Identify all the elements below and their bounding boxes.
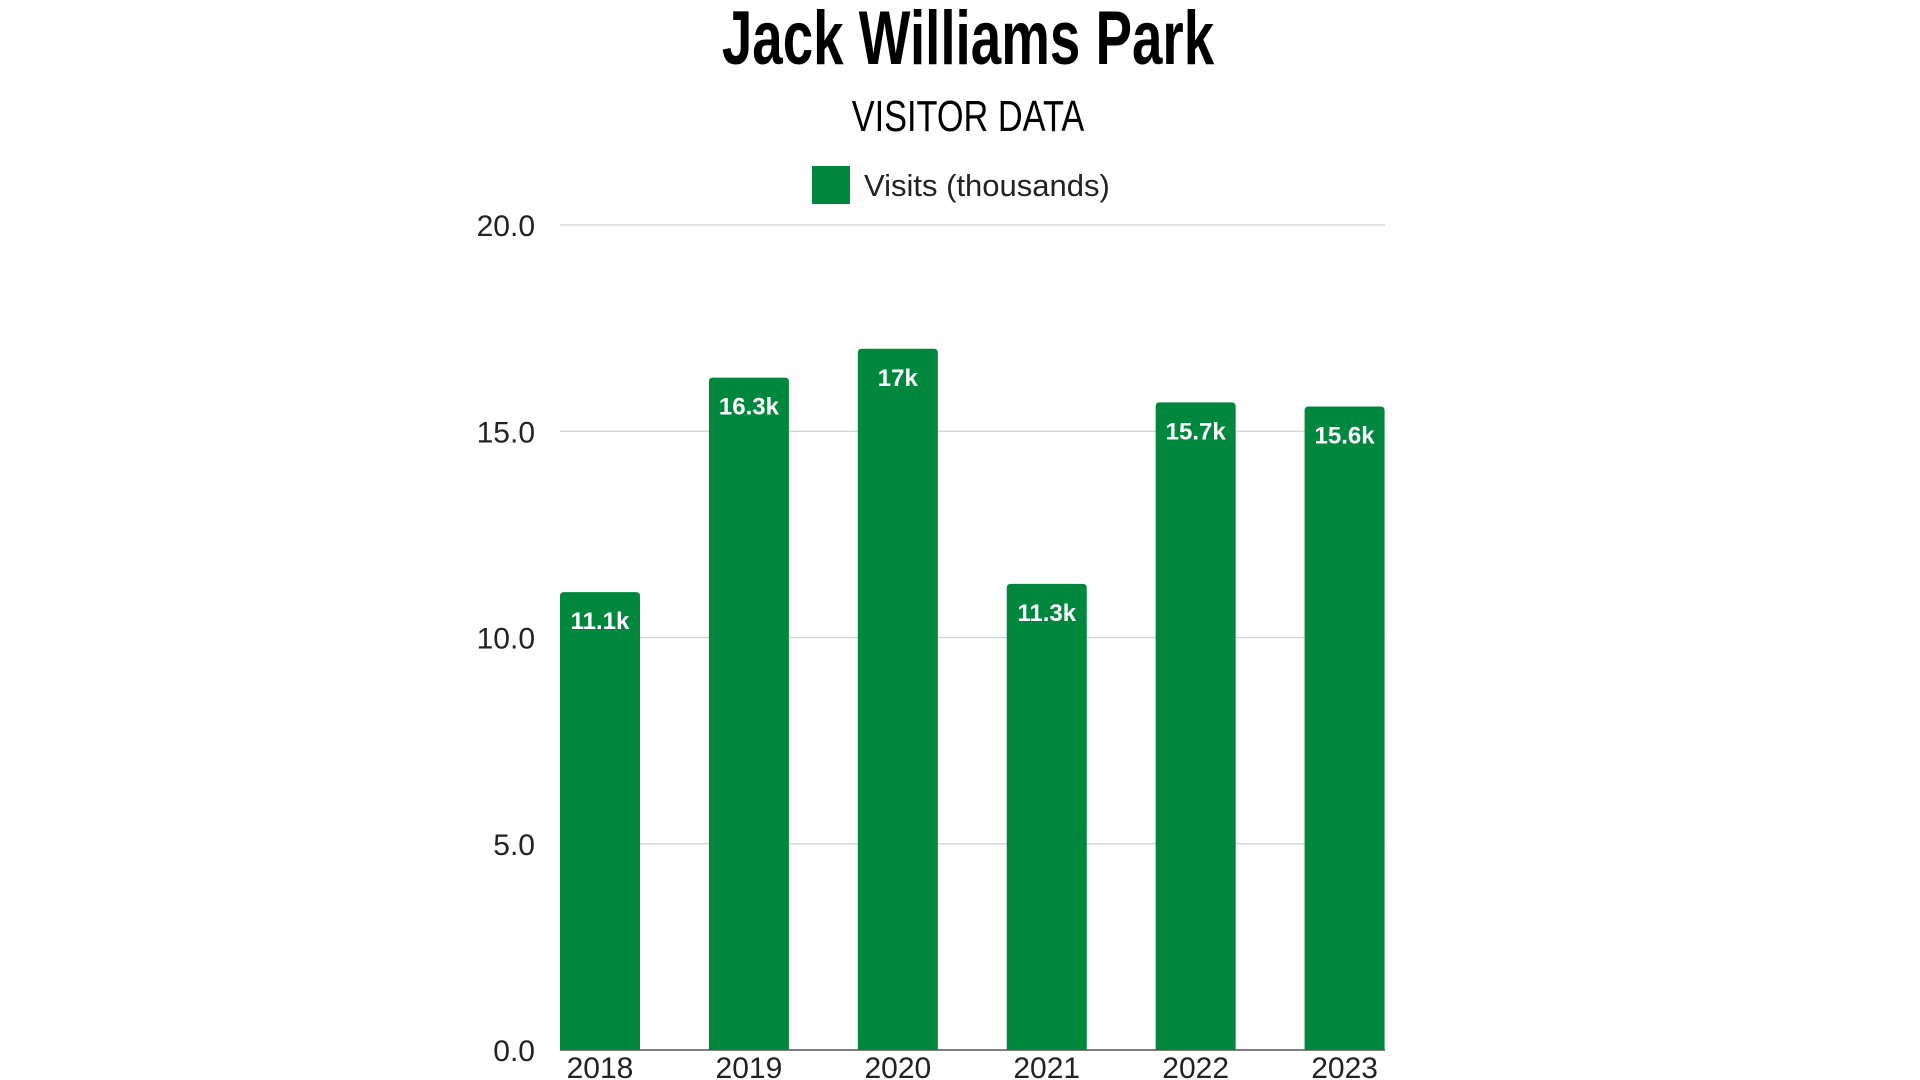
data-label: 15.6k <box>1315 423 1376 450</box>
grid-lines <box>560 224 1385 845</box>
y-tick-label: 0.0 <box>493 1035 535 1068</box>
y-tick-label: 20.0 <box>477 210 535 243</box>
legend: Visits (thousands) <box>812 166 1110 204</box>
data-label: 15.7k <box>1166 418 1227 445</box>
chart-subtitle: VISITOR DATA <box>852 92 1085 141</box>
y-tick-label: 10.0 <box>477 623 535 656</box>
chart-title: Jack Williams Park <box>722 0 1214 81</box>
legend-swatch <box>812 166 850 204</box>
bar-2019 <box>708 377 789 1050</box>
legend-label: Visits (thousands) <box>864 168 1110 203</box>
bar-2021 <box>1006 583 1087 1050</box>
bar-2020 <box>857 348 938 1050</box>
bars: 11.1k 16.3k 17k 11.3k 15.7k 15.6k <box>560 348 1385 1050</box>
bar-2018 <box>560 592 640 1050</box>
x-tick-label: 2021 <box>1013 1052 1080 1080</box>
data-label: 16.3k <box>719 394 780 421</box>
data-label: 17k <box>878 365 919 392</box>
y-tick-label: 5.0 <box>493 829 535 862</box>
x-tick-label: 2020 <box>864 1052 931 1080</box>
x-tick-label: 2018 <box>567 1052 634 1080</box>
x-tick-label: 2019 <box>716 1052 783 1080</box>
x-tick-label: 2023 <box>1311 1052 1378 1080</box>
x-tick-label: 2022 <box>1162 1052 1229 1080</box>
data-label: 11.1k <box>571 608 630 635</box>
y-axis-ticks: 0.0 5.0 10.0 15.0 20.0 <box>477 210 535 1068</box>
bar-2022 <box>1155 402 1236 1050</box>
data-label: 11.3k <box>1017 600 1076 627</box>
y-tick-label: 15.0 <box>477 416 535 449</box>
bar-2023 <box>1304 406 1385 1050</box>
x-axis-ticks: 2018 2019 2020 2021 2022 2023 <box>567 1052 1378 1080</box>
